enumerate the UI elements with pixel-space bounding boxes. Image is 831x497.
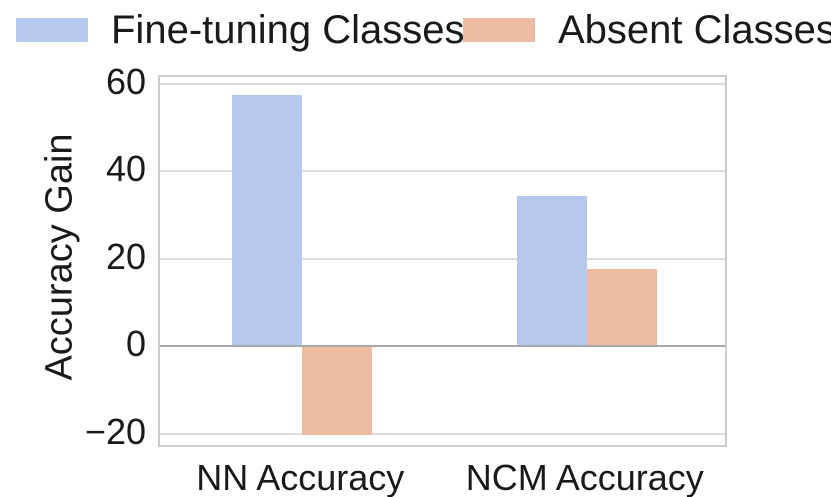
y-tick-label: 60 <box>105 60 146 102</box>
legend-item-fine-tuning-classes: Fine-tuning Classes <box>16 6 465 54</box>
legend-label-absent-classes: Absent Classes <box>558 8 831 52</box>
bar-absent-classes-nn-accuracy <box>302 346 373 435</box>
gridline <box>160 82 725 85</box>
legend-item-absent-classes: Absent Classes <box>463 6 831 54</box>
y-tick-label: −20 <box>84 410 146 452</box>
gridline <box>160 257 725 260</box>
zero-gridline <box>160 345 725 348</box>
legend-swatch-absent-classes <box>463 18 535 42</box>
gridline <box>160 432 725 435</box>
bar-fine-tuning-classes-ncm-accuracy <box>516 196 587 347</box>
y-tick-label: 0 <box>125 323 146 365</box>
bar-fine-tuning-classes-nn-accuracy <box>232 94 303 347</box>
plot-area <box>158 75 727 447</box>
y-tick-label: 20 <box>105 235 146 277</box>
x-tick-label: NCM Accuracy <box>465 457 704 497</box>
legend-swatch-fine-tuning-classes <box>16 18 88 42</box>
legend-label-fine-tuning-classes: Fine-tuning Classes <box>111 8 465 52</box>
gridline <box>160 170 725 173</box>
chart-legend: Fine-tuning Classes Absent Classes <box>0 6 831 56</box>
y-tick-label: 40 <box>105 148 146 190</box>
x-tick-label: NN Accuracy <box>196 457 405 497</box>
bar-absent-classes-ncm-accuracy <box>586 268 657 347</box>
